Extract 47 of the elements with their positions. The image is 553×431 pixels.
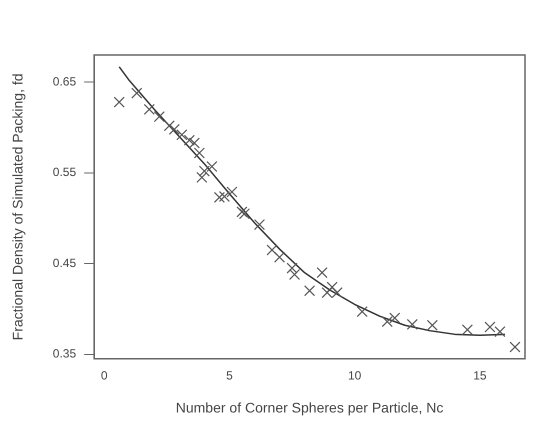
point xyxy=(286,262,298,274)
point xyxy=(226,186,238,198)
point xyxy=(238,208,250,220)
point xyxy=(144,104,155,115)
y-tick-label: 0.35 xyxy=(52,346,76,361)
point xyxy=(462,324,473,336)
point xyxy=(509,341,521,353)
point xyxy=(494,326,506,338)
point xyxy=(289,268,300,280)
point xyxy=(206,160,218,172)
y-tick-label: 0.45 xyxy=(52,256,76,270)
point xyxy=(168,124,180,135)
point xyxy=(218,190,230,202)
point xyxy=(164,120,175,132)
point xyxy=(198,166,210,177)
x-tick-label: 0 xyxy=(100,368,108,382)
point xyxy=(184,134,195,146)
point xyxy=(214,192,225,203)
point xyxy=(236,206,248,218)
point xyxy=(154,111,165,122)
point xyxy=(114,96,125,108)
point xyxy=(274,252,286,263)
point xyxy=(196,172,208,183)
point xyxy=(356,306,368,318)
point xyxy=(406,318,418,330)
point xyxy=(322,287,333,298)
x-axis-title: Number of Corner Spheres per Particle, Nc xyxy=(176,399,444,416)
point xyxy=(266,244,278,256)
point xyxy=(304,285,316,296)
point xyxy=(382,316,393,328)
y-axis-title: Fractional Density of Simulated Packing, fd xyxy=(9,73,26,340)
point xyxy=(426,320,438,331)
point xyxy=(131,88,142,99)
point xyxy=(389,312,400,324)
point xyxy=(316,267,328,278)
point xyxy=(176,129,188,140)
x-tick-label: 5 xyxy=(226,368,234,382)
point xyxy=(194,147,205,158)
x-tick-label: 10 xyxy=(348,368,362,382)
point xyxy=(326,282,338,293)
point xyxy=(188,137,200,149)
point xyxy=(484,322,496,333)
point xyxy=(332,287,343,298)
y-tick-label: 0.55 xyxy=(52,165,76,180)
y-tick-label: 0.65 xyxy=(52,74,76,89)
x-tick-label: 15 xyxy=(473,368,487,382)
point xyxy=(254,219,266,230)
